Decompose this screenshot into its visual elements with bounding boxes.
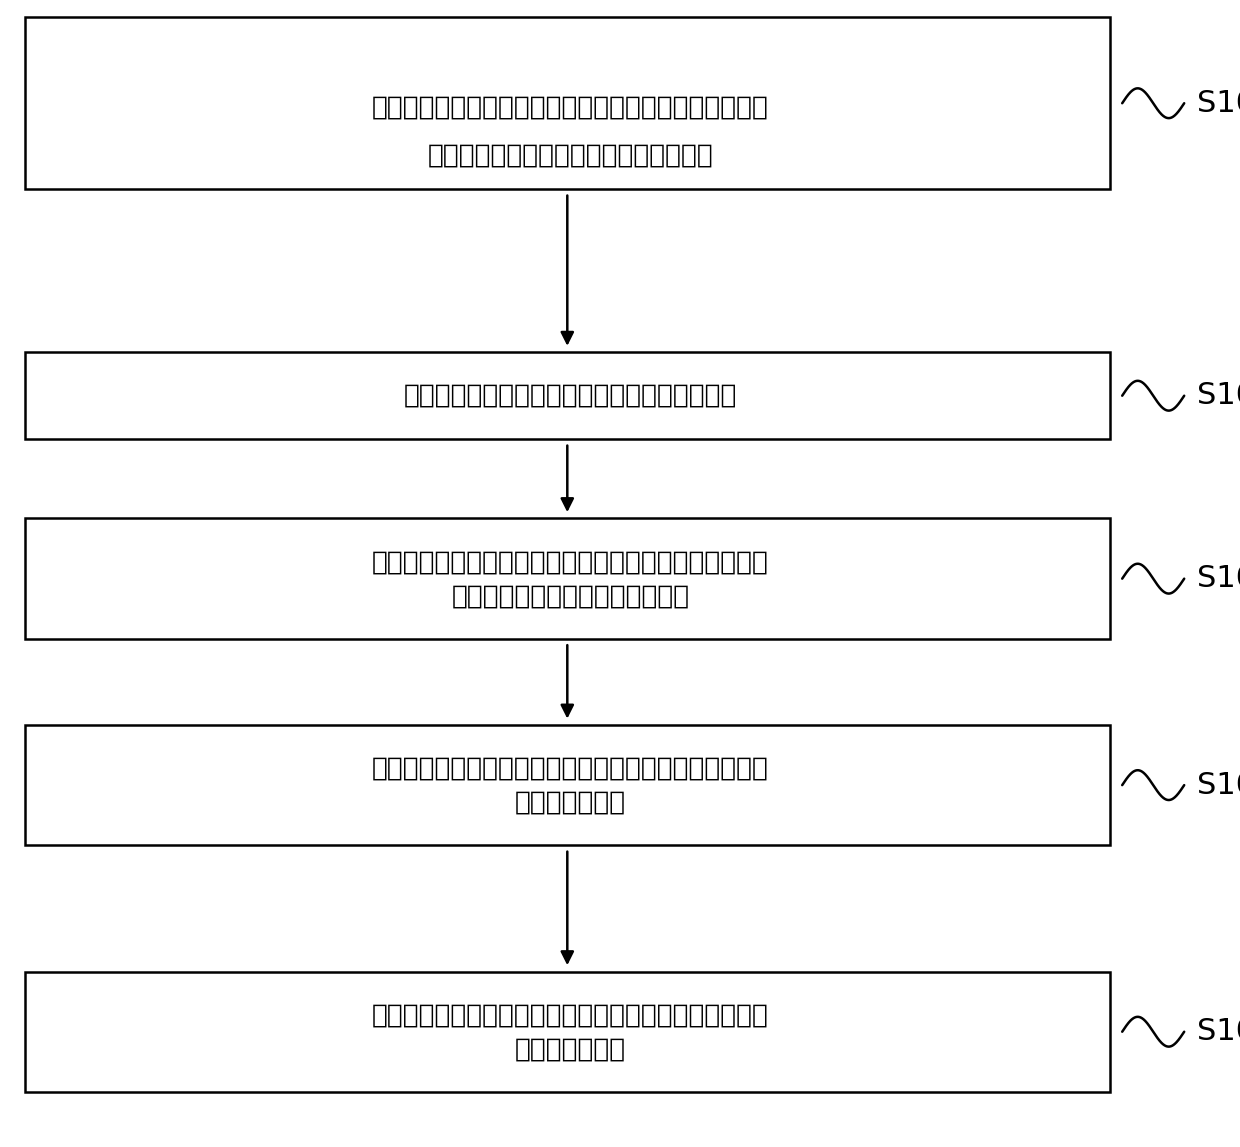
- Text: S104: S104: [1197, 771, 1240, 799]
- Text: S101: S101: [1197, 88, 1240, 118]
- Bar: [25, 518, 1110, 639]
- Text: 将单片机软件中的主程序进行备份，得到主程序的多个软: 将单片机软件中的主程序进行备份，得到主程序的多个软: [372, 95, 769, 120]
- Text: S105: S105: [1197, 1017, 1240, 1046]
- Text: 件备份，并对所述多个软件备份进行排序: 件备份，并对所述多个软件备份进行排序: [428, 143, 713, 169]
- Text: 存在内存空间中: 存在内存空间中: [515, 789, 626, 816]
- Text: 校验的软件备份: 校验的软件备份: [515, 1036, 626, 1062]
- Text: S103: S103: [1197, 564, 1240, 593]
- Bar: [25, 972, 1110, 1092]
- Text: 根据所述备份序号引导所述单片机软件跳转到某一个通过: 根据所述备份序号引导所述单片机软件跳转到某一个通过: [372, 1002, 769, 1029]
- Text: S102: S102: [1197, 381, 1240, 411]
- Text: 将所述多个软件备份保存在单片机程序存储空间: 将所述多个软件备份保存在单片机程序存储空间: [404, 383, 737, 408]
- Bar: [25, 352, 1110, 439]
- Text: 根据所述校验结果，将通过校验的软件备份的备份序号保: 根据所述校验结果，将通过校验的软件备份的备份序号保: [372, 756, 769, 782]
- Text: 软件备份进行校验并获取校验结果: 软件备份进行校验并获取校验结果: [451, 583, 689, 609]
- Text: 当所述单片机软件发生错误时，对所述单片机软件的多个: 当所述单片机软件发生错误时，对所述单片机软件的多个: [372, 549, 769, 576]
- Bar: [25, 725, 1110, 845]
- Bar: [25, 17, 1110, 189]
